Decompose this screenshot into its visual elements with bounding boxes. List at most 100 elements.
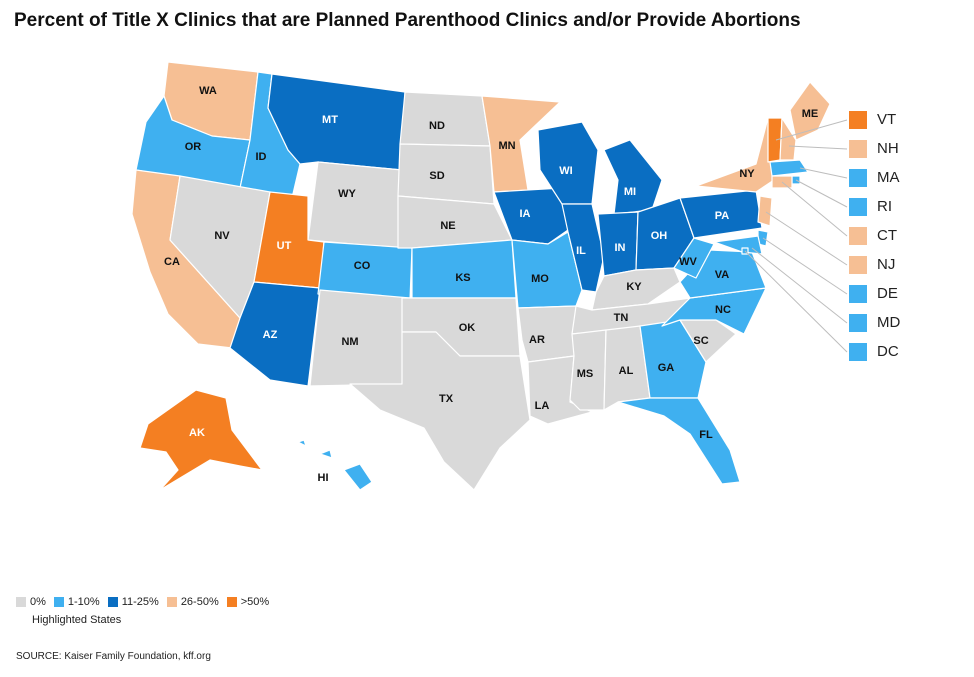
callout-leader-nh bbox=[788, 145, 848, 150]
state-label-al: AL bbox=[619, 365, 634, 377]
state-label-mn: MN bbox=[498, 140, 515, 152]
callout-swatch-ct bbox=[849, 227, 867, 245]
callout-label-ct: CT bbox=[877, 227, 897, 244]
state-label-oh: OH bbox=[651, 230, 668, 242]
callout-swatch-md bbox=[849, 314, 867, 332]
legend-item: >50% bbox=[226, 596, 270, 609]
callout-swatch-nh bbox=[849, 140, 867, 158]
callout-label-dc: DC bbox=[877, 343, 899, 360]
callout-leader-vt bbox=[775, 119, 848, 141]
state-pa bbox=[679, 189, 763, 239]
callout-swatch-ma bbox=[849, 169, 867, 187]
state-label-in: IN bbox=[615, 242, 626, 254]
callout-leader-ri bbox=[795, 179, 848, 208]
state-label-sd: SD bbox=[429, 170, 444, 182]
state-label-ok: OK bbox=[459, 322, 476, 334]
state-label-ca: CA bbox=[164, 256, 180, 268]
state-fl bbox=[617, 397, 741, 485]
state-label-mo: MO bbox=[531, 273, 549, 285]
callout-leader-de bbox=[762, 237, 848, 295]
state-ak bbox=[139, 389, 263, 491]
callout-swatch-nj bbox=[849, 256, 867, 274]
state-label-nd: ND bbox=[429, 120, 445, 132]
callout-leader-dc bbox=[744, 250, 848, 353]
legend-swatch bbox=[16, 597, 26, 608]
state-nm bbox=[309, 289, 411, 387]
callout-label-de: DE bbox=[877, 285, 898, 302]
state-label-tn: TN bbox=[614, 312, 629, 324]
state-label-pa: PA bbox=[715, 210, 730, 222]
state-label-id: ID bbox=[256, 151, 267, 163]
legend-label: >50% bbox=[240, 596, 270, 609]
state-ma bbox=[769, 159, 809, 177]
callout-label-ma: MA bbox=[877, 169, 900, 186]
state-ia bbox=[493, 187, 569, 245]
legend-swatch bbox=[107, 597, 118, 608]
state-label-ks: KS bbox=[455, 272, 470, 284]
state-mi bbox=[603, 139, 663, 215]
state-label-ak: AK bbox=[189, 427, 205, 439]
legend-label: 26-50% bbox=[180, 596, 219, 609]
state-nj bbox=[757, 195, 773, 227]
page-title: Percent of Title X Clinics that are Plan… bbox=[14, 10, 801, 31]
state-label-me: ME bbox=[802, 108, 819, 120]
legend-label: 11-25% bbox=[121, 596, 159, 609]
state-label-ny: NY bbox=[739, 168, 755, 180]
state-label-tx: TX bbox=[439, 393, 454, 405]
state-label-ut: UT bbox=[277, 240, 292, 252]
state-label-mi: MI bbox=[624, 186, 636, 198]
state-nd bbox=[399, 91, 491, 147]
callout-leader-ma bbox=[799, 167, 848, 179]
state-tx bbox=[349, 331, 531, 491]
state-ks bbox=[411, 239, 517, 299]
state-label-ia: IA bbox=[520, 208, 531, 220]
callout-leader-nj bbox=[765, 211, 848, 266]
state-label-ne: NE bbox=[440, 220, 455, 232]
callout-swatch-ri bbox=[849, 198, 867, 216]
state-label-ga: GA bbox=[658, 362, 675, 374]
callout-label-md: MD bbox=[877, 314, 901, 331]
state-label-hi: HI bbox=[318, 472, 329, 484]
state-label-ar: AR bbox=[529, 334, 545, 346]
state-label-wa: WA bbox=[199, 85, 217, 97]
callout-label-nh: NH bbox=[877, 140, 899, 157]
legend-label: 1-10% bbox=[67, 596, 100, 609]
state-label-ky: KY bbox=[626, 281, 642, 293]
state-md bbox=[713, 235, 763, 255]
legend-item: 0% bbox=[16, 596, 46, 608]
callout-label-nj: NJ bbox=[877, 256, 896, 273]
state-label-fl: FL bbox=[699, 429, 713, 441]
state-label-co: CO bbox=[354, 260, 371, 272]
legend-item: 26-50% bbox=[166, 596, 219, 609]
callout-swatch-dc bbox=[849, 343, 867, 361]
state-label-wy: WY bbox=[338, 188, 356, 200]
legend: 0% 1-10% 11-25% 26-50% >50% bbox=[16, 596, 277, 608]
state-wy bbox=[307, 161, 403, 249]
state-wv bbox=[673, 237, 715, 279]
state-label-nc: NC bbox=[715, 304, 731, 316]
state-ar bbox=[517, 305, 577, 363]
legend-item: 11-25% bbox=[107, 596, 159, 609]
state-label-sc: SC bbox=[693, 335, 708, 347]
state-label-il: IL bbox=[576, 245, 586, 257]
callout-swatch-de bbox=[849, 285, 867, 303]
legend-swatch bbox=[53, 597, 64, 608]
state-sd bbox=[397, 143, 495, 205]
callout-leader-ct bbox=[781, 181, 848, 237]
state-hi bbox=[297, 439, 373, 491]
callout-swatch-vt bbox=[849, 111, 867, 129]
state-label-wv: WV bbox=[679, 256, 697, 268]
legend-label: 0% bbox=[30, 596, 46, 609]
callout-label-ri: RI bbox=[877, 198, 892, 215]
state-label-nv: NV bbox=[214, 230, 230, 242]
source-note: SOURCE: Kaiser Family Foundation, kff.or… bbox=[16, 651, 211, 662]
state-label-va: VA bbox=[715, 269, 730, 281]
legend-subtitle: Highlighted States bbox=[32, 614, 122, 626]
state-label-or: OR bbox=[185, 141, 202, 153]
legend-item: 1-10% bbox=[53, 596, 100, 609]
state-label-nm: NM bbox=[341, 336, 358, 348]
legend-swatch bbox=[226, 597, 237, 608]
legend-swatch bbox=[166, 597, 177, 608]
callout-label-vt: VT bbox=[877, 111, 897, 128]
